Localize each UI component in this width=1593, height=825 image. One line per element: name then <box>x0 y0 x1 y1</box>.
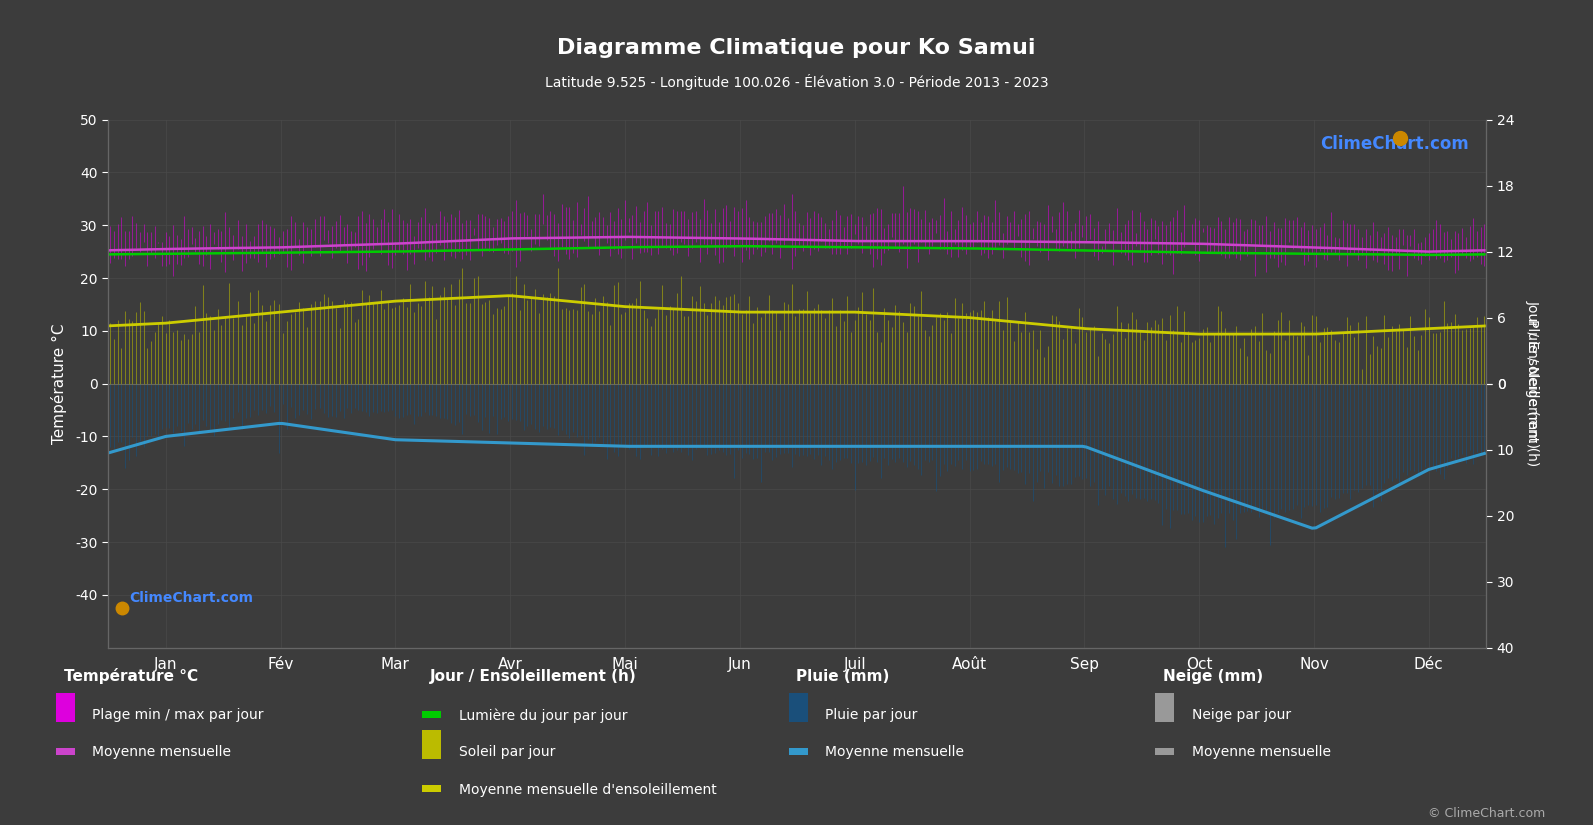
Text: Neige par jour: Neige par jour <box>1192 709 1290 722</box>
Text: Pluie (mm): Pluie (mm) <box>796 668 890 684</box>
Text: Plage min / max par jour: Plage min / max par jour <box>92 709 264 722</box>
Text: Moyenne mensuelle: Moyenne mensuelle <box>1192 746 1330 759</box>
Text: Moyenne mensuelle d'ensoleillement: Moyenne mensuelle d'ensoleillement <box>459 783 717 796</box>
Text: Soleil par jour: Soleil par jour <box>459 746 554 759</box>
Y-axis label: Température °C: Température °C <box>51 323 67 444</box>
Text: Latitude 9.525 - Longitude 100.026 - Élévation 3.0 - Période 2013 - 2023: Latitude 9.525 - Longitude 100.026 - Élé… <box>545 73 1048 90</box>
Text: Moyenne mensuelle: Moyenne mensuelle <box>92 746 231 759</box>
Text: Pluie par jour: Pluie par jour <box>825 709 918 722</box>
Text: Jour / Ensoleillement (h): Jour / Ensoleillement (h) <box>430 668 637 684</box>
Y-axis label: Pluie / Neige (mm): Pluie / Neige (mm) <box>1526 319 1539 448</box>
Text: Température °C: Température °C <box>64 667 198 684</box>
Text: ClimeChart.com: ClimeChart.com <box>129 592 253 606</box>
Y-axis label: Jour / Ensoleillement (h): Jour / Ensoleillement (h) <box>1526 300 1539 467</box>
Text: © ClimeChart.com: © ClimeChart.com <box>1427 807 1545 820</box>
Text: Lumière du jour par jour: Lumière du jour par jour <box>459 708 628 723</box>
Text: Diagramme Climatique pour Ko Samui: Diagramme Climatique pour Ko Samui <box>558 38 1035 58</box>
Text: Neige (mm): Neige (mm) <box>1163 668 1263 684</box>
Text: Moyenne mensuelle: Moyenne mensuelle <box>825 746 964 759</box>
Text: ClimeChart.com: ClimeChart.com <box>1321 135 1469 153</box>
